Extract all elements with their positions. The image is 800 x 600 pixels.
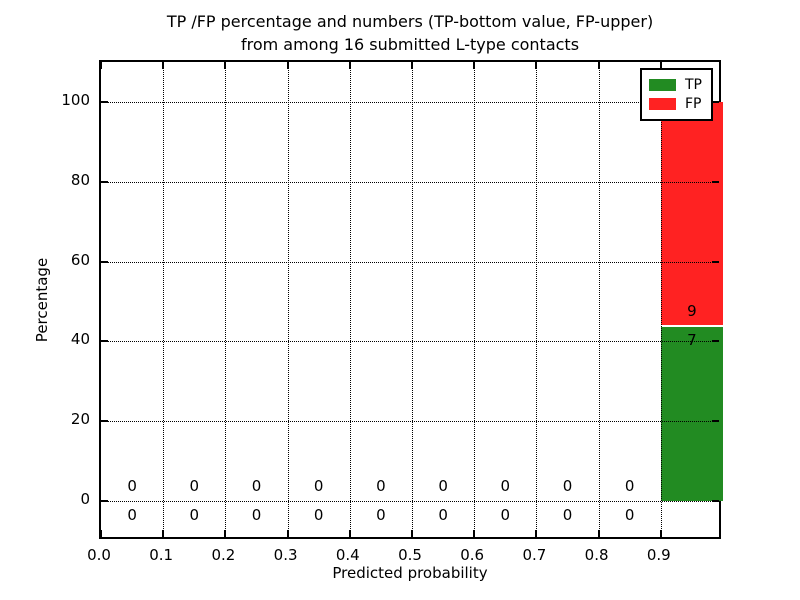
gridline-h xyxy=(101,101,719,103)
x-tick-label: 0.2 xyxy=(211,546,236,564)
tp-count-label: 0 xyxy=(313,506,324,525)
fp-count-label: 0 xyxy=(500,477,511,496)
gridline-v xyxy=(474,62,476,537)
tp-count-label: 0 xyxy=(438,506,448,525)
fp-count-label: 0 xyxy=(562,477,573,496)
y-tick-label: 0 xyxy=(80,490,90,509)
fp-count-label: 0 xyxy=(127,477,137,496)
tick-mark xyxy=(659,62,662,69)
legend-label: FP xyxy=(685,96,702,112)
legend-swatch-tp xyxy=(649,79,676,91)
fp-count-label: 9 xyxy=(687,302,697,321)
tp-count-label: 0 xyxy=(500,506,511,525)
bar-segment-divider xyxy=(660,325,723,328)
chart-title: TP /FP percentage and numbers (TP-bottom… xyxy=(99,10,721,56)
x-tick-label: 0.9 xyxy=(646,546,671,564)
legend-swatch-fp xyxy=(649,98,676,110)
x-tick-label: 0.3 xyxy=(273,546,298,564)
fp-count-label: 0 xyxy=(376,477,386,496)
fp-count-label: 0 xyxy=(438,477,448,496)
tick-mark xyxy=(712,340,719,343)
gridline-v xyxy=(349,62,351,537)
tick-mark xyxy=(597,62,600,69)
tick-mark xyxy=(659,530,662,537)
y-tick-label: 60 xyxy=(70,250,90,269)
gridline-h xyxy=(101,421,719,423)
gridline-h xyxy=(101,341,719,343)
x-tick-label: 0.7 xyxy=(522,546,547,564)
tick-mark xyxy=(597,530,600,537)
tick-mark xyxy=(535,62,538,69)
tick-mark xyxy=(162,530,165,537)
gridline-v xyxy=(598,62,600,537)
x-tick-label: 0.0 xyxy=(87,546,111,564)
tp-count-label: 0 xyxy=(376,506,386,525)
tick-mark xyxy=(348,530,351,537)
tick-mark xyxy=(224,530,227,537)
x-tick-label: 0.8 xyxy=(584,546,609,564)
gridline-h xyxy=(101,501,719,503)
tick-mark xyxy=(411,530,413,537)
tick-mark xyxy=(411,62,413,69)
y-tick-label: 40 xyxy=(70,330,90,349)
gridline-h xyxy=(101,261,719,263)
gridline-v xyxy=(225,62,227,537)
x-tick-label: 0.6 xyxy=(460,546,485,564)
tp-count-label: 0 xyxy=(189,506,200,525)
gridline-v xyxy=(163,62,165,537)
tick-mark xyxy=(712,420,719,423)
y-tick-label: 20 xyxy=(70,410,90,429)
tick-mark xyxy=(101,260,108,263)
tick-mark xyxy=(100,62,102,69)
x-tick-label: 0.4 xyxy=(335,546,360,564)
tp-count-label: 7 xyxy=(687,331,697,350)
gridline-v xyxy=(287,62,289,537)
fp-bar-segment xyxy=(660,101,723,327)
tick-mark xyxy=(712,100,719,103)
tick-mark xyxy=(712,180,719,183)
tick-mark xyxy=(473,62,476,69)
x-tick-label: 0.5 xyxy=(398,546,422,564)
tick-mark xyxy=(101,180,108,183)
gridline-v xyxy=(660,62,662,537)
tick-mark xyxy=(101,420,108,423)
tick-mark xyxy=(224,62,227,69)
tick-mark xyxy=(712,260,719,263)
tick-mark xyxy=(535,530,538,537)
tick-mark xyxy=(100,530,102,537)
tick-mark xyxy=(348,62,351,69)
tick-mark xyxy=(712,500,719,503)
fp-count-label: 0 xyxy=(251,477,262,496)
legend-item-fp: FP xyxy=(649,96,702,112)
tick-mark xyxy=(286,62,289,69)
y-tick-label: 100 xyxy=(61,90,90,109)
plot-area: 0 0 0 0 0 0 0 0 0 0 0 0 0 0 0 0 0 0 9 7 TP FP xyxy=(99,60,723,539)
fp-count-label: 0 xyxy=(313,477,324,496)
tp-count-label: 0 xyxy=(251,506,262,525)
tick-mark xyxy=(286,530,289,537)
y-tick-label: 80 xyxy=(70,170,90,189)
tick-mark xyxy=(101,100,108,103)
x-axis-label: Predicted probability xyxy=(332,564,488,582)
legend: TP FP xyxy=(640,68,713,121)
fp-count-label: 0 xyxy=(189,477,200,496)
tick-mark xyxy=(101,500,108,503)
gridline-v xyxy=(412,62,413,537)
chart-title-line2: from among 16 submitted L-type contacts xyxy=(240,35,580,54)
tp-count-label: 0 xyxy=(562,506,573,525)
tp-bar-segment xyxy=(660,326,723,502)
x-tick-label: 0.1 xyxy=(149,546,174,564)
legend-label: TP xyxy=(685,77,702,93)
tp-count-label: 0 xyxy=(624,506,635,525)
tick-mark xyxy=(473,530,476,537)
gridline-v xyxy=(536,62,538,537)
chart-title-line1: TP /FP percentage and numbers (TP-bottom… xyxy=(166,12,654,31)
tp-count-label: 0 xyxy=(127,506,137,525)
tick-mark xyxy=(162,62,165,69)
fp-count-label: 0 xyxy=(624,477,635,496)
tick-mark xyxy=(101,340,108,343)
gridline-h xyxy=(101,181,719,183)
legend-item-tp: TP xyxy=(649,77,702,93)
